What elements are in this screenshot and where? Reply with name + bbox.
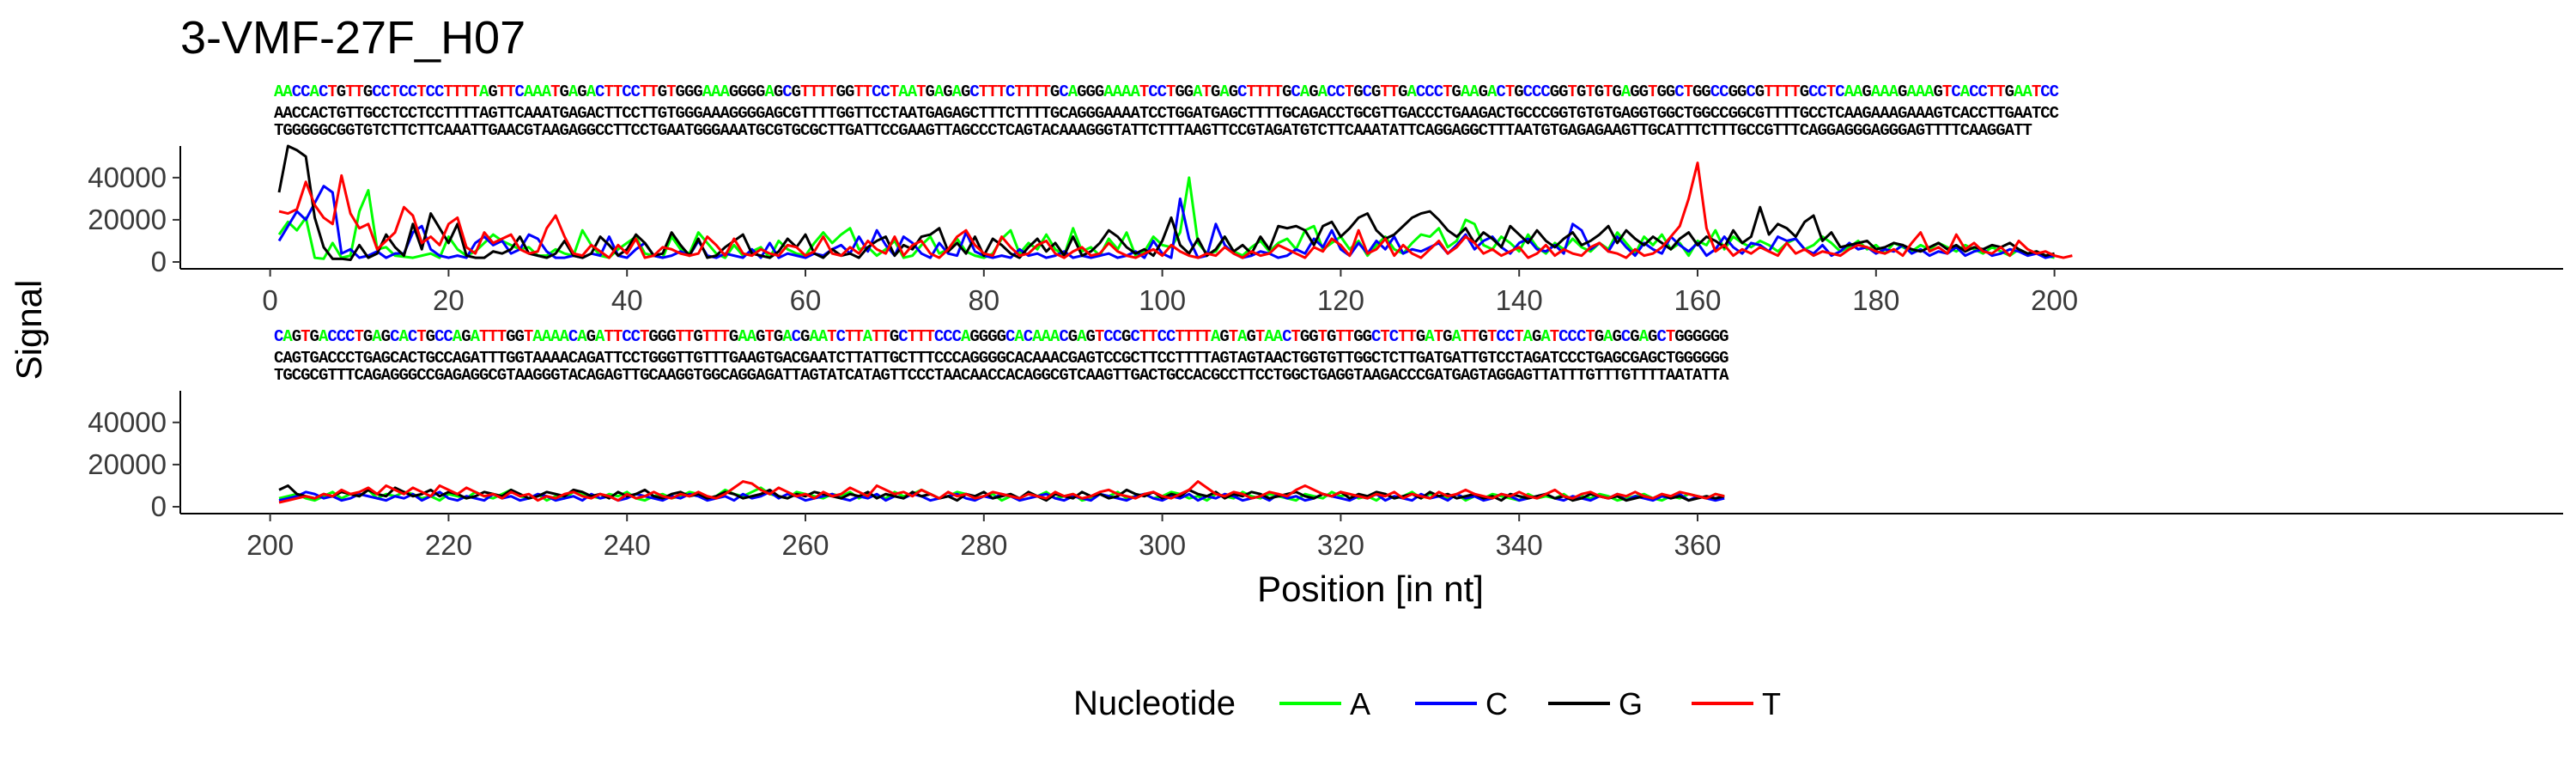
legend-label: T [1762, 686, 1781, 721]
panel-1: 0 20000 40000 0 20 40 60 80 100 120 140 160 180 200 AA… [88, 82, 2563, 316]
x-tick-label: 140 [1496, 284, 1543, 316]
legend-item-C: C [1415, 686, 1508, 721]
sequence-secondary: TGCGCGTTTCAGAGGGCCGAGAGGCGTAAGGGTACAGAGT… [274, 366, 1729, 385]
chart-title: 3-VMF-27F_H07 [180, 12, 526, 64]
x-tick-label: 320 [1317, 529, 1364, 561]
x-tick-label: 20 [433, 284, 465, 316]
signal-line-G [277, 144, 2055, 262]
sequence-primary: CAGTGACCCTGAGCACTGCCAGATTTGGTAAAACAGATTC… [274, 349, 1729, 368]
legend-title: Nucleotide [1073, 685, 1236, 722]
signal-line-T [278, 480, 1725, 504]
x-tick-label: 340 [1496, 529, 1543, 561]
sequence-colored: AACCACTGTTGCCTCCTCCTTTTAGTTCAAATGAGACTTC… [274, 82, 2059, 101]
legend-item-G: G [1548, 686, 1643, 721]
x-tick-label: 260 [781, 529, 829, 561]
y-tick-label: 0 [151, 490, 167, 522]
x-tick-label: 200 [246, 529, 294, 561]
sequence-colored: CAGTGACCCTGAGCACTGCCAGATTTGGTAAAACAGATTC… [274, 327, 1729, 346]
x-tick-label: 220 [425, 529, 472, 561]
x-tick-label: 300 [1139, 529, 1186, 561]
y-axis-title: Signal [9, 280, 49, 380]
legend-label: C [1485, 686, 1508, 721]
x-tick-label: 180 [1852, 284, 1899, 316]
x-tick-label: 200 [2031, 284, 2078, 316]
legend-item-T: T [1692, 686, 1781, 721]
y-tick-label: 40000 [88, 406, 167, 438]
signal-line-T [278, 161, 2073, 259]
x-axis-title: Position [in nt] [1257, 569, 1484, 609]
x-tick-label: 100 [1139, 284, 1186, 316]
x-tick-label: 120 [1317, 284, 1364, 316]
sequence-secondary: TGGGGGCGGTGTCTTCTTCAAATTGAACGTAAGAGGCCTT… [274, 121, 2032, 140]
x-tick-label: 160 [1674, 284, 1721, 316]
legend-item-A: A [1279, 686, 1370, 721]
legend-label: A [1350, 686, 1370, 721]
legend: Nucleotide A C G T [1073, 685, 1781, 722]
y-tick-label: 20000 [88, 204, 167, 235]
y-tick-label: 40000 [88, 161, 167, 193]
x-tick-label: 360 [1674, 529, 1721, 561]
x-tick-label: 60 [790, 284, 822, 316]
y-tick-label: 20000 [88, 448, 167, 480]
signal-line-A [277, 176, 2055, 260]
chart-panels: 0 20000 40000 0 20 40 60 80 100 120 140 160 180 200 AA… [88, 82, 2563, 561]
x-tick-label: 280 [960, 529, 1007, 561]
x-tick-label: 40 [611, 284, 643, 316]
panel-2: 0 20000 40000 200 220 240 260 280 300 320 340 360 CA… [88, 327, 2563, 561]
legend-label: G [1619, 686, 1643, 721]
y-tick-label: 0 [151, 246, 167, 277]
x-tick-label: 240 [604, 529, 651, 561]
sequence-primary: AACCACTGTTGCCTCCTCCTTTTAGTTCAAATGAGACTTC… [274, 104, 2059, 123]
x-tick-label: 0 [262, 284, 277, 316]
signal-line-G [278, 484, 1725, 502]
x-tick-label: 80 [968, 284, 999, 316]
